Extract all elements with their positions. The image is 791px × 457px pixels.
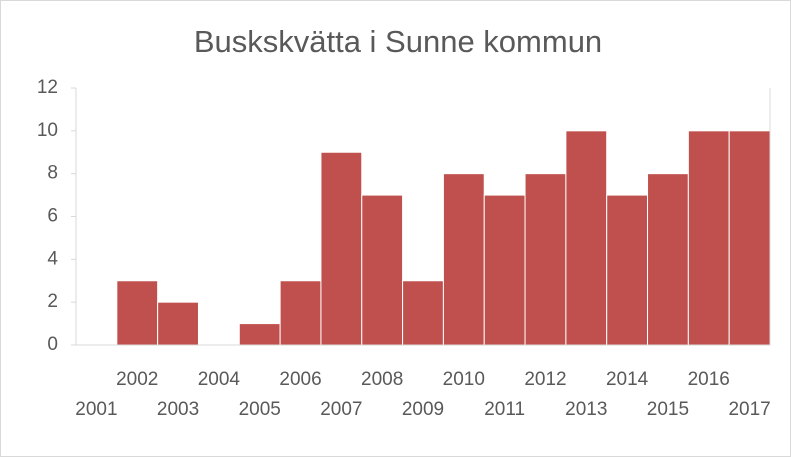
y-tick-label: 2 bbox=[47, 291, 58, 312]
x-tick-label: 2001 bbox=[75, 399, 117, 420]
y-tick-label: 12 bbox=[37, 77, 58, 98]
x-tick-label: 2017 bbox=[728, 399, 770, 420]
x-tick-label: 2016 bbox=[688, 369, 730, 390]
bar bbox=[361, 194, 404, 346]
x-tick-label: 2008 bbox=[361, 369, 403, 390]
y-tick-label: 8 bbox=[47, 163, 58, 184]
x-tick-label: 2014 bbox=[606, 369, 649, 390]
bar bbox=[238, 323, 281, 346]
bar bbox=[279, 280, 322, 346]
x-tick-label: 2006 bbox=[279, 369, 321, 390]
x-tick-label: 2012 bbox=[524, 369, 566, 390]
x-tick-label: 2005 bbox=[239, 399, 281, 420]
x-tick-label: 2003 bbox=[157, 399, 199, 420]
bar bbox=[483, 194, 526, 346]
x-tick-label: 2015 bbox=[647, 399, 689, 420]
x-tick-label: 2002 bbox=[116, 369, 158, 390]
x-tick-label: 2007 bbox=[320, 399, 362, 420]
x-tick-label: 2013 bbox=[565, 399, 607, 420]
bar bbox=[647, 173, 689, 346]
x-tick-label: 2010 bbox=[443, 369, 485, 390]
bar bbox=[728, 130, 771, 346]
x-tick-label: 2011 bbox=[484, 399, 525, 420]
chart-title: Buskskvätta i Sunne kommun bbox=[194, 24, 602, 59]
bar bbox=[320, 151, 363, 346]
y-tick-label: 0 bbox=[47, 334, 58, 355]
bar bbox=[442, 173, 485, 346]
bar bbox=[402, 280, 444, 346]
x-tick-label: 2009 bbox=[402, 399, 444, 420]
bar bbox=[524, 173, 567, 346]
x-tick-label: 2004 bbox=[198, 369, 241, 390]
y-tick-label: 10 bbox=[37, 120, 58, 141]
bar bbox=[687, 130, 730, 346]
bar bbox=[606, 194, 649, 346]
y-tick-label: 4 bbox=[47, 248, 58, 269]
y-tick-label: 6 bbox=[47, 206, 58, 227]
bar bbox=[565, 130, 608, 346]
bar bbox=[157, 301, 199, 346]
bar bbox=[116, 280, 159, 346]
